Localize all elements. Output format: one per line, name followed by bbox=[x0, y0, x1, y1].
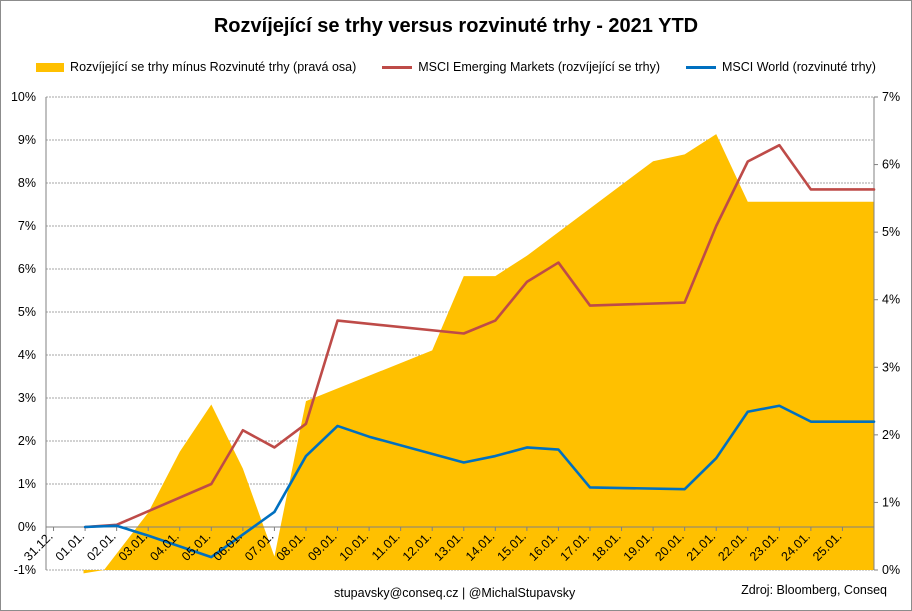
right-axis-tick-label: 3% bbox=[882, 360, 900, 374]
legend-swatch-world bbox=[685, 65, 716, 69]
legend-swatch-spread bbox=[36, 62, 65, 72]
right-axis-tick-label: 7% bbox=[882, 90, 900, 104]
left-axis-tick-label: -1% bbox=[14, 563, 36, 577]
left-axis-tick-label: 7% bbox=[18, 219, 36, 233]
left-axis-tick-label: 8% bbox=[18, 176, 36, 190]
legend: Rozvíjející se trhy mínus Rozvinuté trhy… bbox=[1, 60, 911, 74]
left-axis-tick-label: 0% bbox=[18, 520, 36, 534]
x-axis-tick-label: 01.01. bbox=[53, 529, 87, 563]
left-axis-tick-label: 2% bbox=[18, 434, 36, 448]
spread-area bbox=[83, 134, 875, 574]
spread-area-layer bbox=[83, 134, 875, 574]
left-axis-tick-label: 10% bbox=[11, 90, 36, 104]
x-axis-tick-label: 31.12. bbox=[21, 529, 55, 563]
footer-source: Zdroj: Bloomberg, Conseq bbox=[741, 583, 887, 597]
left-axis-tick-label: 4% bbox=[18, 348, 36, 362]
lines-layer bbox=[83, 143, 876, 559]
left-axis-tick-label: 9% bbox=[18, 133, 36, 147]
footer-contact: stupavsky@conseq.cz | @MichalStupavsky bbox=[334, 586, 576, 600]
legend-label-world: MSCI World (rozvinuté trhy) bbox=[721, 60, 876, 74]
left-axis-tick-label: 5% bbox=[18, 305, 36, 319]
right-axis-tick-label: 1% bbox=[882, 495, 900, 509]
legend-label-emerging: MSCI Emerging Markets (rozvíjející se tr… bbox=[418, 60, 660, 74]
chart-title: Rozvíjející se trhy versus rozvinuté trh… bbox=[213, 15, 699, 37]
legend-item-emerging: MSCI Emerging Markets (rozvíjející se tr… bbox=[382, 60, 660, 74]
right-axis-tick-label: 6% bbox=[882, 158, 900, 172]
legend-item-world: MSCI World (rozvinuté trhy) bbox=[685, 60, 876, 74]
emerging-markets-line bbox=[83, 143, 876, 529]
left-axis-tick-label: 3% bbox=[18, 391, 36, 405]
world-line bbox=[83, 404, 876, 559]
legend-swatch-emerging bbox=[382, 65, 413, 69]
legend-label-spread: Rozvíjející se trhy mínus Rozvinuté trhy… bbox=[70, 60, 357, 74]
right-axis-tick-label: 0% bbox=[882, 563, 900, 577]
left-axis-tick-label: 1% bbox=[18, 477, 36, 491]
right-axis-tick-label: 5% bbox=[882, 225, 900, 239]
right-axis-tick-label: 4% bbox=[882, 293, 900, 307]
axes bbox=[45, 96, 878, 571]
legend-item-spread: Rozvíjející se trhy mínus Rozvinuté trhy… bbox=[36, 60, 356, 74]
left-axis-tick-label: 6% bbox=[18, 262, 36, 276]
right-axis-tick-label: 2% bbox=[882, 428, 900, 442]
